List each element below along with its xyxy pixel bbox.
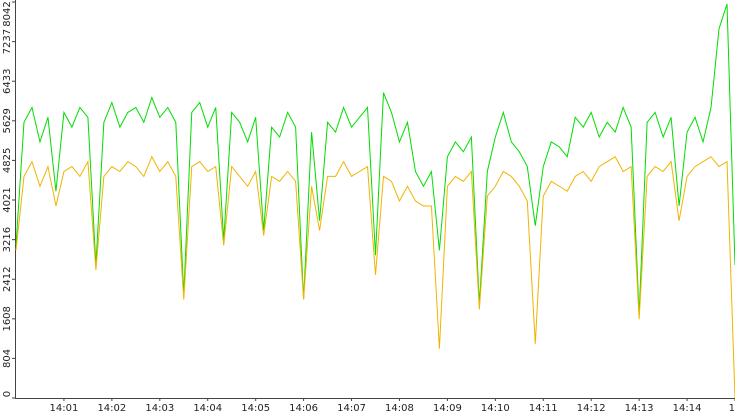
x-tick-label: 14:02 xyxy=(97,403,126,414)
y-tick-label: 1608 xyxy=(2,306,13,331)
x-tick-label: 14:04 xyxy=(193,403,222,414)
x-tick-label: 14:06 xyxy=(289,403,318,414)
x-tick-label: 14:03 xyxy=(145,403,174,414)
x-tick-label: 14:09 xyxy=(433,403,462,414)
y-tick-label: 3216 xyxy=(2,227,13,252)
y-tick-label: 6433 xyxy=(2,69,13,94)
series-line xyxy=(15,3,735,315)
x-tick-label: 14:07 xyxy=(337,403,366,414)
y-tick-label: 4021 xyxy=(2,187,13,212)
x-tick-label: 14:11 xyxy=(529,403,558,414)
y-tick-label: 7237 xyxy=(2,29,13,54)
x-tick-label: 14:12 xyxy=(577,403,606,414)
y-tick-label: 4825 xyxy=(2,148,13,173)
x-tick-label: 14:05 xyxy=(241,403,270,414)
y-tick-label: 0 xyxy=(2,391,13,397)
y-tick-label: 8042 xyxy=(2,1,13,26)
y-tick-label: 5629 xyxy=(2,108,13,133)
y-tick-label: 804 xyxy=(2,349,13,368)
x-tick-label: 14:14 xyxy=(673,403,702,414)
x-tick-label: 14:10 xyxy=(481,403,510,414)
x-tick-label: 14 xyxy=(729,403,735,414)
series-line xyxy=(15,155,735,399)
x-tick-label: 14:13 xyxy=(625,403,654,414)
x-tick-label: 14:01 xyxy=(50,403,79,414)
x-tick-label: 14:08 xyxy=(385,403,414,414)
y-tick-label: 2412 xyxy=(2,267,13,292)
